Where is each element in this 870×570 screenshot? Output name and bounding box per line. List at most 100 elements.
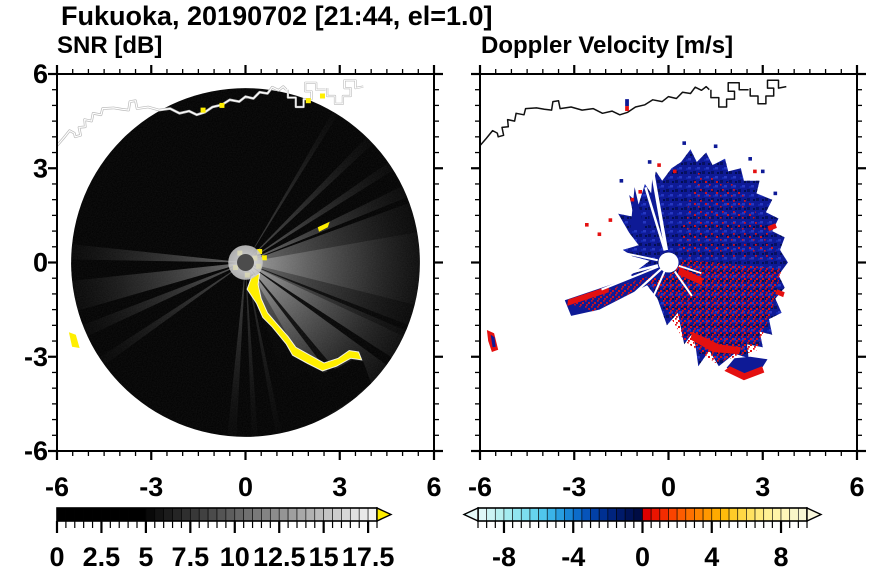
colorbar-segment (243, 507, 253, 522)
vel-red-dot (585, 223, 589, 227)
colorbar-segment (181, 507, 191, 522)
harbor-outline-halo (326, 79, 364, 105)
colorbar-segment (367, 507, 378, 522)
colorbar-segment (74, 507, 85, 522)
colorbar-segment (349, 507, 360, 522)
snr-clutter-speck (261, 255, 267, 261)
colorbar-tick-label: 15 (309, 542, 339, 570)
vel-red-patch (690, 331, 741, 355)
colorbar-tick-label: 12.5 (253, 542, 306, 570)
colorbar-segment (503, 507, 513, 522)
vel-spoke-gap (652, 270, 666, 298)
x-tick-label: 3 (755, 472, 770, 502)
vel-red-speckle-sw (568, 273, 656, 312)
colorbar-segment (555, 507, 565, 522)
harbor-outline (749, 79, 787, 105)
snr-clutter-speck (319, 93, 325, 99)
y-tick-label: 0 (33, 248, 48, 278)
colorbar-segment (296, 507, 307, 522)
colorbar-segment (341, 507, 351, 522)
coastline (480, 85, 710, 147)
snr-clutter-speck (200, 107, 206, 113)
colorbar-segment (728, 507, 739, 522)
colorbar-segment (101, 507, 111, 522)
colorbar-segment (538, 507, 548, 522)
vel-spoke-gap (619, 251, 658, 262)
vel-red-patch (677, 267, 704, 286)
vel-red-patch (767, 223, 777, 232)
colorbar-tick-label: 0 (49, 542, 64, 570)
colorbar-segment (633, 507, 643, 522)
vel-south-red-band (724, 366, 765, 381)
vel-red-dot (657, 163, 661, 167)
coastline (57, 86, 287, 146)
colorbar-segment (702, 507, 713, 522)
colorbar-tick-label: 5 (138, 542, 153, 570)
colorbar-tick-label: -4 (561, 542, 585, 570)
vel-coast-dot-red (625, 106, 629, 112)
colorbar-segment (668, 507, 678, 522)
colorbar-segment (154, 507, 165, 522)
colorbar-segment (216, 507, 227, 522)
colorbar-segment (607, 507, 617, 522)
colorbar-segment (189, 507, 200, 522)
colorbar-segment (278, 507, 289, 522)
colorbar-segment (269, 507, 280, 522)
colorbar-tick-label: -8 (492, 542, 516, 570)
snr-clutter-arc (246, 272, 363, 372)
colorbar-segment (512, 507, 522, 522)
vel-navy-dot (760, 169, 765, 174)
colorbar-tick-label: 7.5 (172, 542, 210, 570)
colorbar-segment (109, 507, 120, 522)
colorbar-segment (598, 507, 609, 522)
colorbar-segment (520, 507, 531, 522)
vel-far-echo-navy (490, 334, 496, 348)
snr-panel (57, 79, 420, 437)
snr-clutter-patch (317, 221, 330, 232)
colorbar-tick-label: 8 (774, 542, 789, 570)
colorbar-segment (65, 507, 76, 522)
snr-colorbar (55, 506, 393, 533)
colorbar-segment (711, 507, 721, 522)
colorbar-segment (529, 507, 539, 522)
vel-spoke-gap (601, 265, 659, 291)
colorbar-segment (650, 507, 661, 522)
colorbar-segment (494, 507, 505, 522)
colorbar-segment (797, 507, 808, 522)
colorbar-segment (198, 507, 209, 522)
x-tick-label: -3 (562, 472, 586, 502)
colorbar-segment (581, 507, 591, 522)
colorbar-segment (127, 507, 138, 522)
vel-navy-dot (748, 157, 752, 161)
vel-navy-dot (773, 191, 778, 196)
snr-center-dot (237, 254, 254, 271)
colorbar-segment (305, 507, 316, 522)
x-tick-label: 6 (426, 472, 441, 502)
colorbar-tick-label: 17.5 (342, 542, 395, 570)
colorbar-segment (207, 507, 218, 522)
colorbar-over-arrow (806, 506, 823, 523)
colorbar-tick-label: 0 (635, 542, 650, 570)
snr-panel-title: SNR [dB] (57, 32, 163, 59)
snr-disk-content (71, 88, 420, 437)
y-tick-label: -6 (24, 436, 48, 466)
vel-spoke-gap (650, 169, 669, 251)
snr-clutter-speck (305, 98, 311, 104)
harbor-outline (287, 82, 326, 108)
colorbar-segment (56, 507, 67, 522)
colorbar-segment (314, 507, 325, 522)
colorbar-segment (477, 507, 488, 522)
y-tick-label: 6 (33, 59, 48, 89)
vel-spoke-gap (632, 267, 663, 295)
colorbar-segment (252, 507, 262, 522)
vel-spoke-gap (566, 264, 659, 291)
colorbar-segment (676, 507, 687, 522)
colorbar-segment (172, 507, 182, 522)
vel-red-patch (567, 286, 609, 306)
velocity-colorbar (462, 506, 823, 533)
vel-red-patch (775, 289, 785, 298)
vel-red-dot (608, 218, 613, 222)
colorbar-segment (720, 507, 730, 522)
